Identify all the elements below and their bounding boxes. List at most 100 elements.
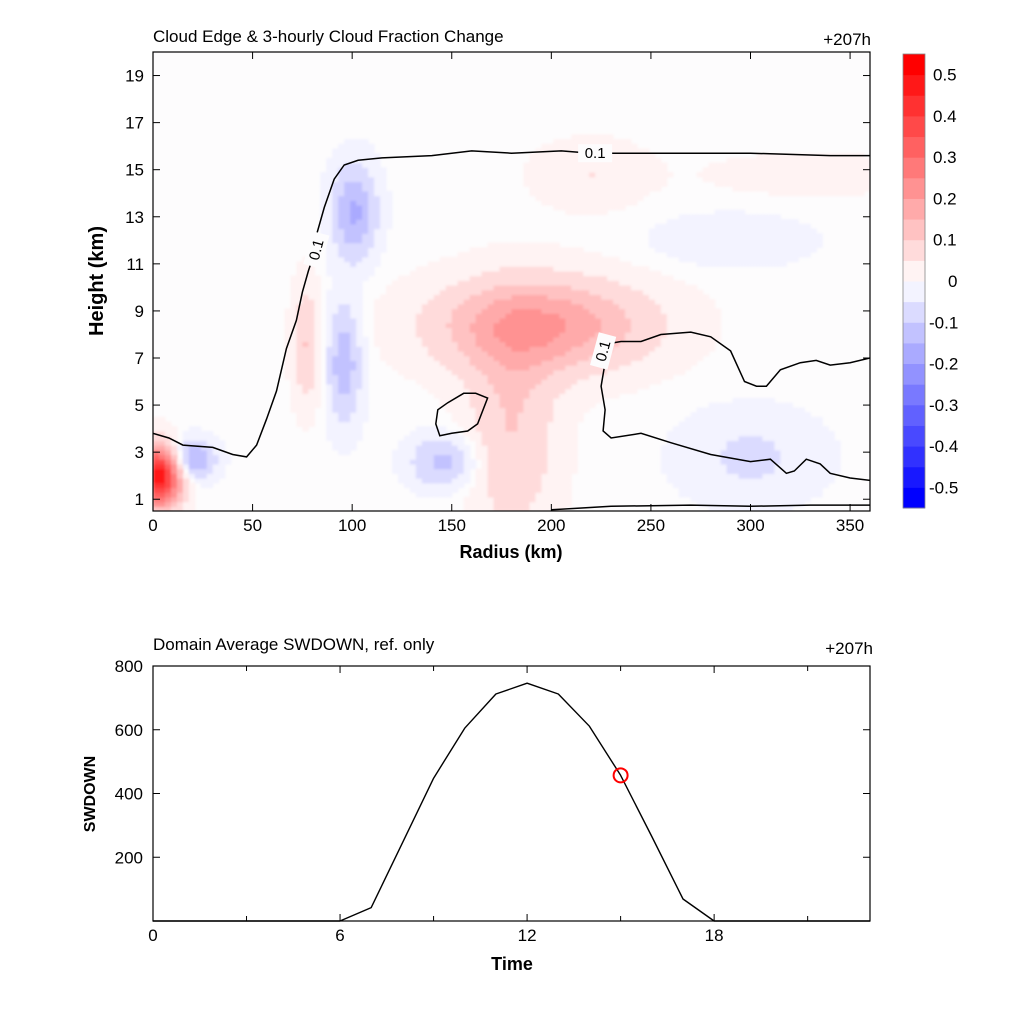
field-cell — [427, 365, 435, 371]
field-cell — [678, 299, 686, 305]
field-cell — [642, 266, 650, 272]
field-cell — [798, 412, 805, 418]
field-cell — [678, 468, 686, 474]
field-cell — [636, 275, 644, 281]
field-cell — [672, 468, 680, 474]
field-cell — [714, 219, 722, 225]
field-cell — [200, 454, 208, 460]
field-cell — [828, 459, 835, 465]
field-cell — [469, 280, 477, 286]
field-cell — [768, 402, 775, 409]
field-cell — [302, 402, 309, 409]
field-cell — [350, 355, 357, 361]
field-cell — [571, 308, 578, 314]
field-cell — [565, 463, 572, 470]
field-cell — [571, 247, 578, 253]
top-plot-frame — [152, 51, 871, 512]
bottom-panel: Domain Average SWDOWN, ref. only +207h 0… — [82, 635, 873, 974]
field-cell — [535, 322, 542, 328]
field-cell — [613, 172, 620, 178]
field-cell — [523, 350, 531, 357]
field-cell — [344, 435, 351, 441]
field-cell — [505, 299, 513, 305]
field-cell — [427, 327, 435, 333]
field-cell — [445, 487, 453, 493]
field-cell — [768, 237, 775, 244]
field-cell — [362, 355, 369, 361]
field-cell — [625, 360, 632, 366]
field-cell — [589, 261, 596, 267]
field-cell — [386, 313, 393, 319]
field-cell — [326, 242, 333, 248]
field-cell — [798, 482, 805, 489]
field-cell — [756, 482, 764, 489]
contour-line-0 — [153, 150, 870, 458]
field-cell — [296, 365, 303, 371]
field-cell — [368, 205, 375, 211]
field-cell — [397, 473, 405, 479]
field-cell — [493, 440, 501, 446]
field-cell — [338, 393, 345, 399]
field-cell — [792, 190, 799, 197]
field-cell — [750, 233, 758, 239]
x-tick-label: 12 — [518, 926, 537, 945]
field-cell — [356, 153, 363, 159]
field-cell — [828, 449, 835, 456]
field-cell — [427, 289, 435, 296]
field-cell — [511, 449, 519, 456]
field-cell — [547, 435, 554, 441]
field-cell — [487, 496, 495, 503]
field-cell — [164, 445, 172, 451]
field-cell — [505, 308, 513, 314]
field-cell — [852, 167, 859, 173]
field-cell — [344, 398, 351, 404]
field-cell — [362, 350, 369, 357]
field-cell — [368, 270, 375, 277]
field-cell — [350, 369, 357, 376]
field-cell — [463, 421, 471, 427]
field-cell — [696, 496, 704, 503]
field-cell — [726, 440, 734, 446]
field-cell — [565, 209, 572, 216]
field-cell — [332, 341, 339, 347]
field-cell — [415, 299, 423, 305]
x-tick-label: 350 — [836, 516, 864, 535]
field-cell — [708, 492, 716, 498]
field-cell — [631, 327, 638, 333]
field-cell — [380, 308, 387, 314]
field-cell — [392, 289, 399, 296]
field-cell — [451, 487, 459, 493]
field-cell — [613, 195, 620, 201]
field-cell — [487, 473, 495, 479]
field-cell — [529, 369, 536, 376]
field-cell — [690, 327, 698, 333]
field-cell — [696, 482, 704, 489]
field-cell — [338, 228, 345, 234]
field-cell — [475, 449, 483, 456]
field-cell — [392, 299, 399, 305]
field-cell — [816, 426, 823, 432]
field-cell — [469, 252, 477, 258]
field-cell — [296, 280, 303, 286]
field-cell — [702, 473, 710, 479]
field-cell — [804, 430, 811, 437]
field-cell — [792, 463, 799, 470]
field-cell — [290, 317, 297, 324]
field-cell — [768, 416, 775, 423]
field-cell — [523, 445, 531, 451]
field-cell — [505, 350, 513, 357]
field-cell — [696, 313, 704, 319]
field-cell — [499, 421, 507, 427]
field-cell — [457, 440, 465, 446]
field-cell — [744, 463, 752, 470]
field-cell — [613, 280, 620, 286]
field-cell — [619, 275, 626, 281]
field-cell — [589, 167, 596, 173]
field-cell — [565, 421, 572, 427]
colorbar-tick-label: -0.1 — [929, 313, 958, 332]
field-cell — [852, 176, 859, 183]
field-cell — [732, 416, 740, 423]
field-cell — [206, 473, 214, 479]
field-cell — [565, 190, 572, 197]
colorbar-tick-label: 0 — [948, 272, 957, 291]
